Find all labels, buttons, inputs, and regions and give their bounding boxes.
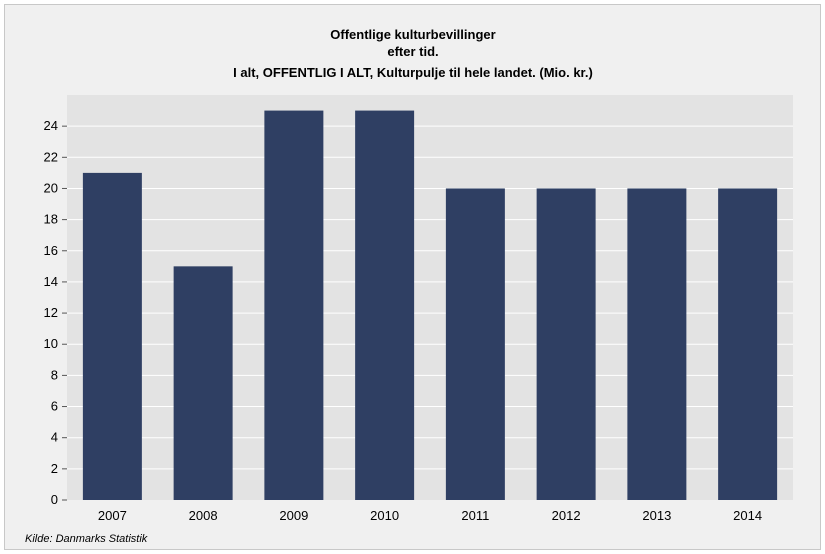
x-tick-label: 2014 (733, 508, 762, 523)
y-tick-label: 10 (44, 336, 58, 351)
chart-title-line-2: efter tid. (387, 44, 438, 59)
x-tick-label: 2007 (98, 508, 127, 523)
bar (264, 110, 324, 501)
y-tick-label: 8 (51, 367, 58, 382)
bar (627, 188, 687, 500)
y-tick-label: 0 (51, 492, 58, 507)
x-axis: 2007 2008 2009 2010 2011 2012 2013 2014 (98, 508, 762, 523)
y-tick-label: 18 (44, 212, 58, 227)
chart-title-line-1: Offentlige kulturbevillinger (330, 27, 495, 42)
bar (82, 172, 142, 500)
x-tick-label: 2011 (461, 508, 489, 523)
y-tick-label: 20 (44, 180, 58, 195)
bar (536, 188, 596, 500)
y-tick-label: 14 (44, 274, 58, 289)
chart-title-line-3: I alt, OFFENTLIG I ALT, Kulturpulje til … (233, 65, 593, 80)
bar (355, 110, 415, 501)
x-tick-label: 2013 (642, 508, 671, 523)
bar (445, 188, 505, 500)
y-tick-label: 2 (51, 461, 58, 476)
chart-svg: Offentlige kulturbevillinger efter tid. … (25, 27, 793, 545)
x-tick-label: 2008 (189, 508, 218, 523)
y-tick-label: 4 (51, 430, 58, 445)
x-tick-label: 2012 (552, 508, 581, 523)
y-tick-label: 16 (44, 243, 58, 258)
y-tick-label: 12 (44, 305, 58, 320)
x-tick-label: 2010 (370, 508, 399, 523)
bars (82, 110, 778, 501)
bar (718, 188, 778, 500)
bar (173, 266, 233, 500)
y-tick-label: 22 (44, 149, 58, 164)
source-note: Kilde: Danmarks Statistik (25, 533, 148, 545)
y-tick-label: 6 (51, 399, 58, 414)
chart-frame: Offentlige kulturbevillinger efter tid. … (4, 4, 821, 550)
y-tick-label: 24 (44, 118, 58, 133)
x-tick-label: 2009 (279, 508, 308, 523)
